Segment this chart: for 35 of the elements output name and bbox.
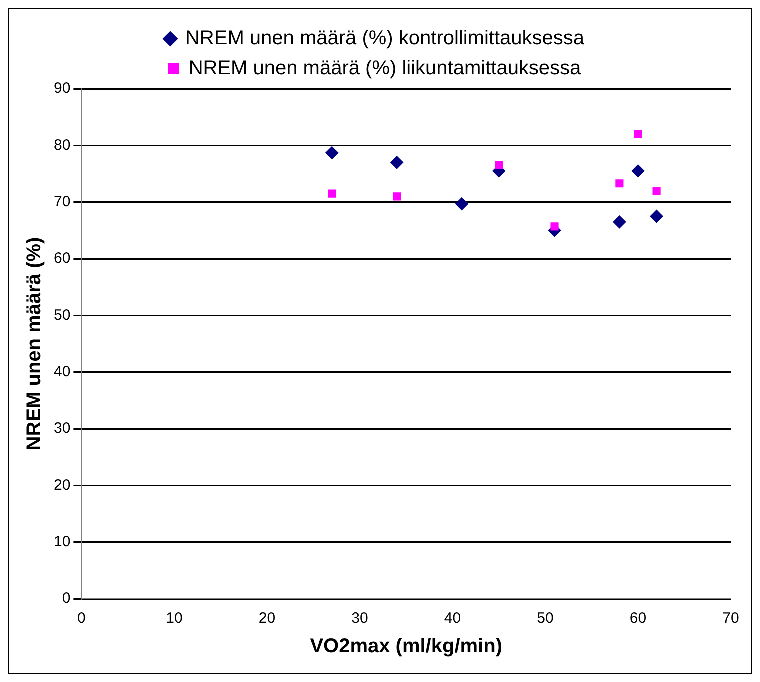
y-tick-label: 60 (54, 250, 71, 268)
y-tick-label: 30 (54, 420, 71, 438)
y-tick-label: 20 (54, 476, 71, 494)
point (326, 146, 339, 160)
point (456, 198, 468, 211)
y-axis-title: NREM unen määrä (%) (24, 237, 46, 451)
y-tick-label: 90 (54, 80, 71, 98)
x-tick-label: 0 (78, 610, 86, 628)
x-tick-label: 20 (258, 610, 276, 628)
point (632, 164, 645, 178)
point (550, 222, 559, 231)
x-axis-title: VO2max (ml/kg/min) (310, 636, 502, 658)
y-tick-label: 80 (54, 136, 71, 154)
y-tick-label: 50 (54, 306, 71, 324)
point (393, 192, 402, 201)
point (616, 180, 624, 188)
y-tick-label: 70 (54, 193, 71, 210)
point (495, 161, 504, 170)
x-tick-label: 10 (166, 610, 183, 628)
y-tick-label: 0 (62, 590, 71, 608)
point (328, 190, 336, 198)
x-tick-label: 30 (352, 610, 368, 628)
point (650, 210, 664, 223)
point (390, 156, 404, 170)
x-tick-label: 60 (630, 610, 647, 628)
legend-label: NREM unen määrä (%) kontrollimittauksessa (185, 28, 586, 50)
legend-label: NREM unen määrä (%) liikuntamittauksessa (188, 58, 582, 80)
x-tick-label: 50 (537, 610, 554, 628)
x-tick-label: 70 (722, 610, 740, 628)
point (613, 216, 626, 229)
point (634, 130, 642, 138)
y-tick-label: 10 (54, 533, 71, 550)
point (652, 186, 661, 196)
x-tick-label: 40 (444, 610, 462, 628)
y-tick-label: 40 (54, 363, 71, 380)
